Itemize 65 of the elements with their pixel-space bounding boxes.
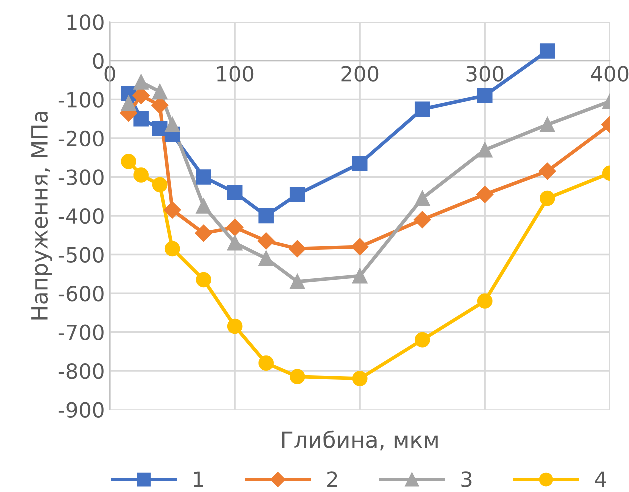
x-tick-label: 200 [342,66,379,82]
point [164,202,182,219]
legend-label: 4 [595,472,606,488]
point [414,102,430,118]
point [414,190,430,206]
x-tick-label: 400 [591,66,629,82]
y-tick-label: -200 [58,130,104,147]
y-tick-label: 100 [68,14,104,30]
x-tick-label: 300 [466,66,504,82]
point [196,198,212,214]
y-tick-label: -800 [58,364,104,380]
point [227,185,243,200]
point [152,121,168,136]
point [290,187,306,202]
point [290,274,306,290]
point [164,241,180,257]
point [414,211,432,228]
point [196,170,212,185]
point [477,88,493,104]
point [227,235,243,251]
point [290,369,306,385]
point [134,111,149,127]
point [195,224,212,242]
point [258,232,275,250]
y-tick-label: -100 [58,92,104,108]
point [121,96,136,112]
legend-label: 2 [328,472,338,488]
x-tick-label: 100 [217,66,254,82]
point [352,238,369,256]
point [477,294,493,309]
y-tick-label: -600 [58,286,104,302]
point [539,162,556,180]
point [134,74,149,90]
point [196,272,212,288]
x-axis-title: Глибина, мкм [282,430,438,451]
point [477,142,493,158]
point [226,219,244,236]
point [227,318,243,334]
point [540,44,556,59]
legend-label: 1 [194,472,204,488]
y-tick-label: -700 [58,324,104,341]
point [540,117,556,133]
point [540,190,556,206]
point [289,240,306,258]
point [352,371,368,386]
point [352,156,368,172]
point [258,250,274,266]
point [258,356,274,371]
legend-label: 3 [462,472,472,488]
point [152,84,168,100]
y-tick-label: 0 [93,53,104,70]
point [258,208,274,224]
y-tick-label: -300 [58,170,104,186]
point [352,268,368,284]
point [476,186,494,204]
point [152,177,168,193]
y-tick-label: -400 [58,208,104,224]
y-axis-title: Напруження, МПа [32,112,52,320]
point [164,117,180,133]
x-tick-label: 0 [104,66,116,82]
y-tick-label: -900 [58,402,104,418]
y-tick-label: -500 [58,247,104,263]
point [134,168,149,183]
point [121,154,136,170]
point [414,332,430,348]
